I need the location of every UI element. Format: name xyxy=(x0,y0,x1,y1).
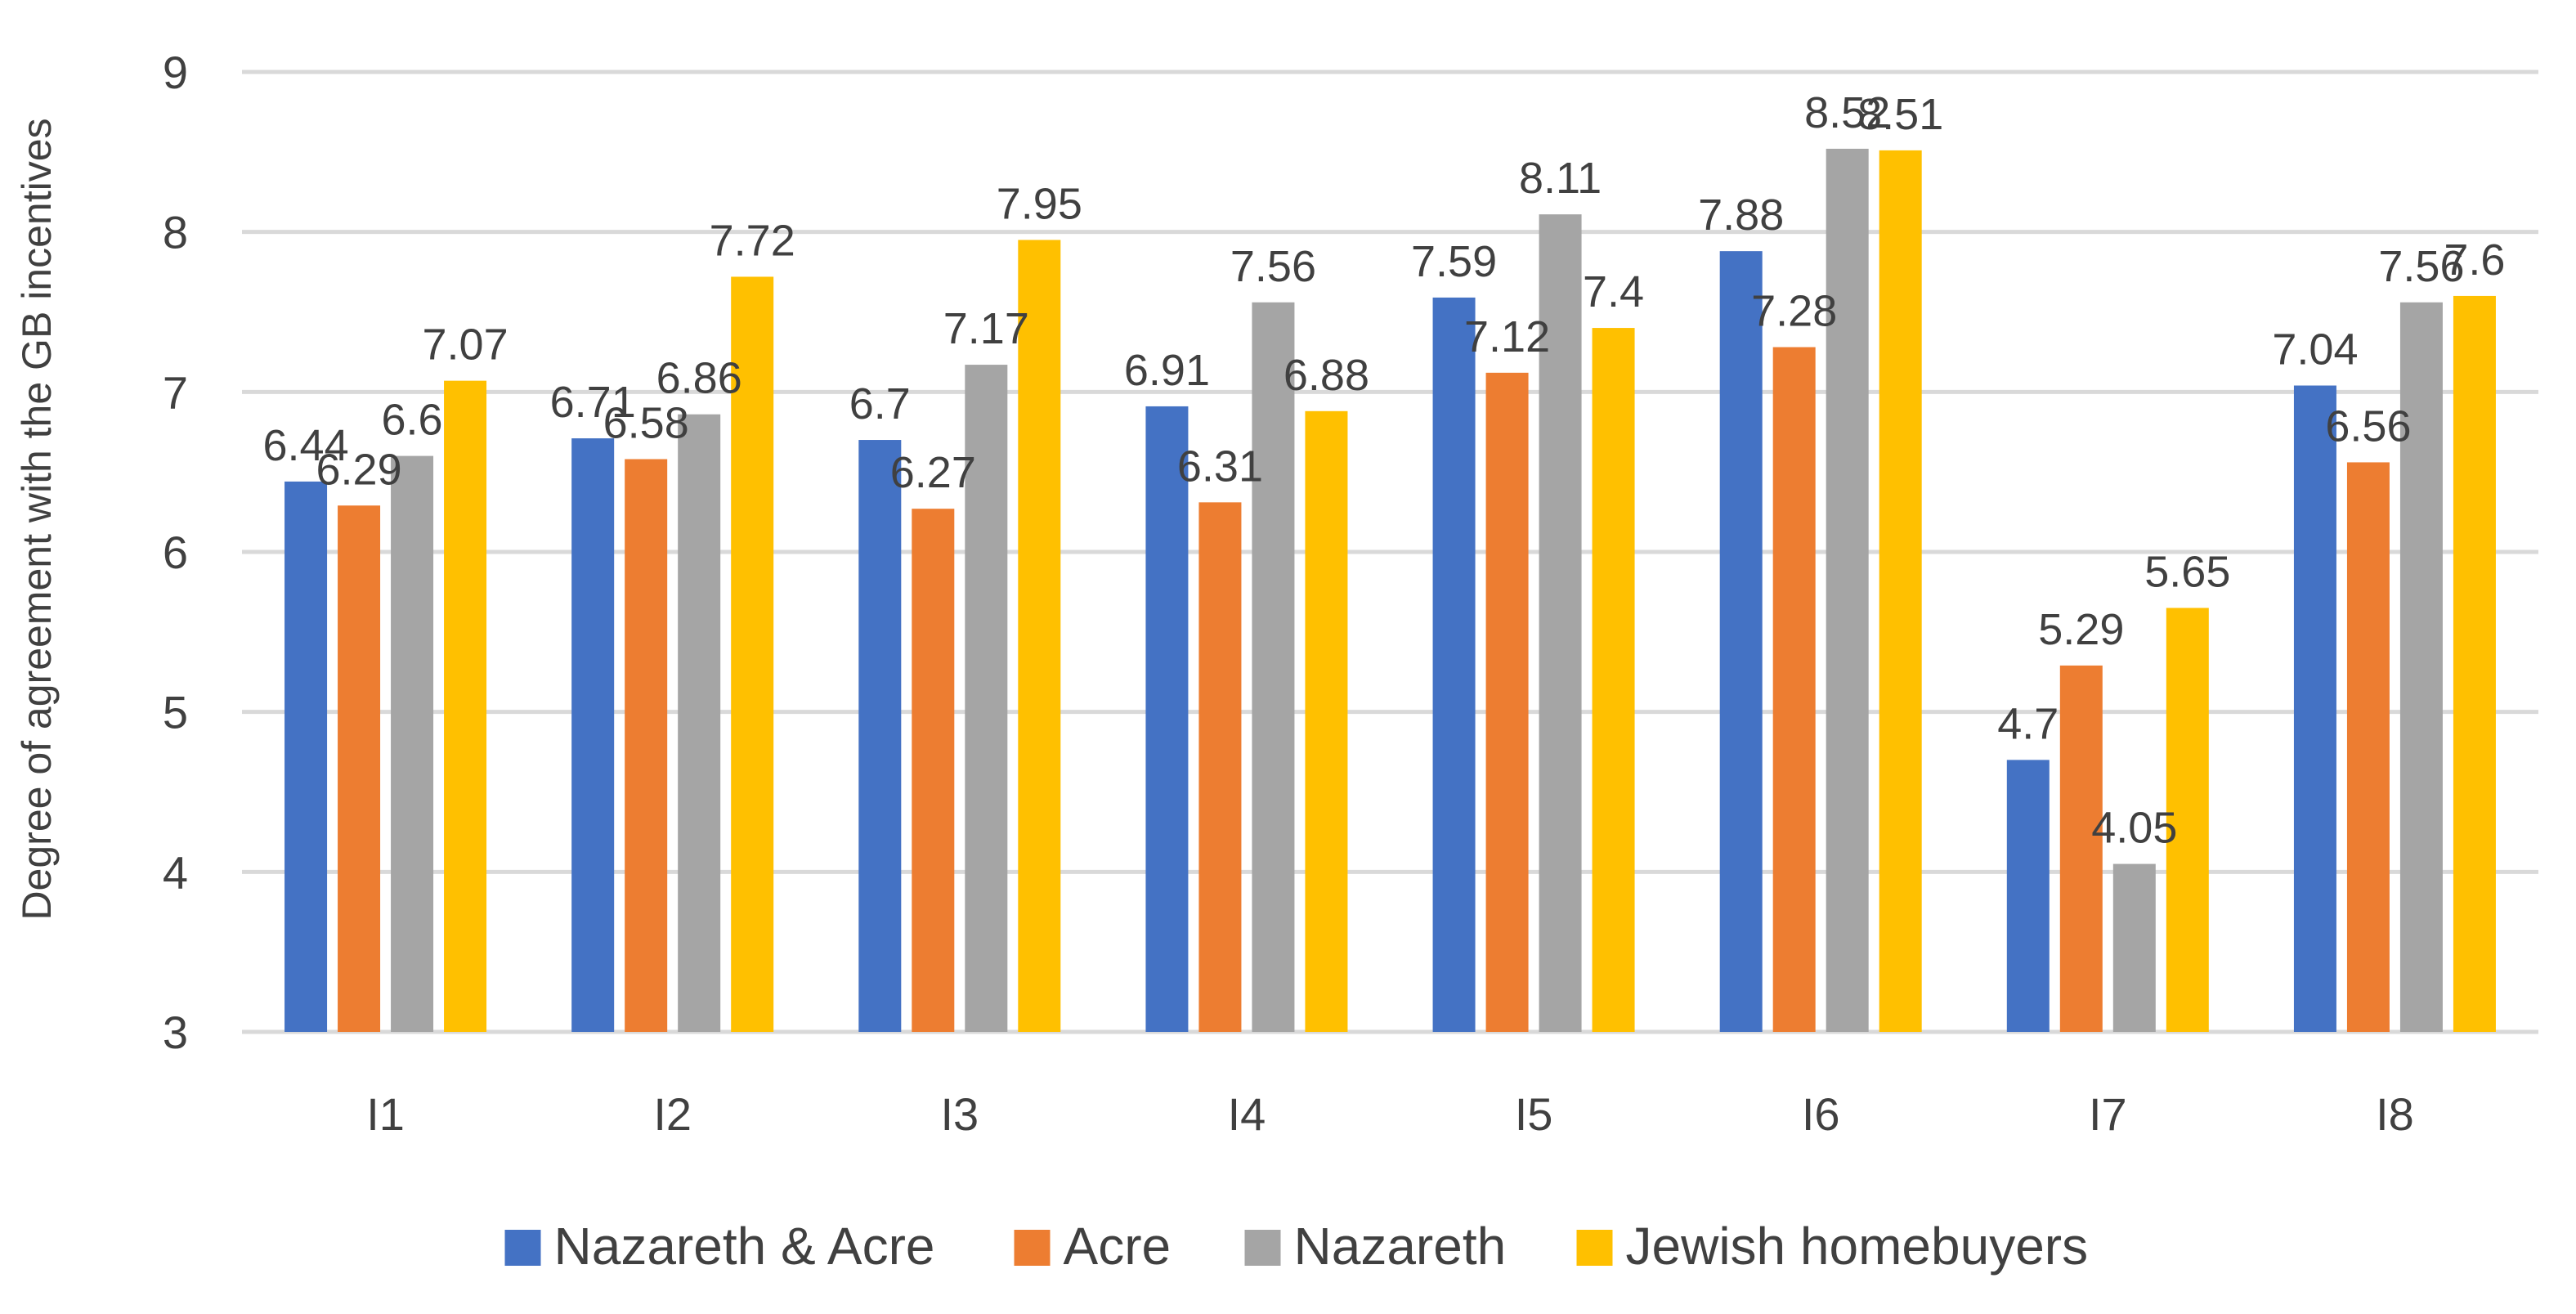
data-label: 6.58 xyxy=(603,399,689,448)
data-label: 7.04 xyxy=(2272,325,2358,374)
y-tick-label: 9 xyxy=(163,47,188,98)
data-label: 7.59 xyxy=(1411,237,1497,286)
data-label: 7.07 xyxy=(423,321,508,370)
bar xyxy=(2293,385,2336,1032)
bar xyxy=(2453,295,2496,1032)
bar xyxy=(1252,302,1295,1032)
data-label: 6.71 xyxy=(550,378,636,427)
bar xyxy=(2399,302,2443,1032)
data-label: 8.11 xyxy=(1519,154,1602,203)
data-label: 4.7 xyxy=(1997,699,2059,748)
bar xyxy=(2112,863,2156,1032)
y-axis-label: Degree of agreement with the GB incentiv… xyxy=(14,118,60,920)
bar xyxy=(1826,148,1869,1032)
bar xyxy=(1145,406,1189,1032)
data-label: 7.95 xyxy=(997,179,1082,228)
x-tick-label: I2 xyxy=(653,1088,692,1140)
legend-swatch xyxy=(1244,1230,1281,1266)
bar xyxy=(2346,462,2390,1032)
y-tick-label: 5 xyxy=(163,687,188,738)
data-label: 7.88 xyxy=(1698,191,1784,240)
bar xyxy=(1018,240,1061,1032)
legend-swatch xyxy=(504,1230,541,1266)
data-label: 6.91 xyxy=(1124,346,1210,395)
bar xyxy=(1772,347,1816,1033)
data-label: 6.27 xyxy=(890,448,976,497)
data-label: 6.7 xyxy=(849,379,911,428)
data-label: 8.51 xyxy=(1857,90,1943,139)
bar xyxy=(338,505,381,1032)
legend-label: Nazareth xyxy=(1294,1217,1507,1276)
data-label: 7.12 xyxy=(1464,312,1550,361)
data-label: 7.6 xyxy=(2444,235,2505,285)
legend-label: Nazareth & Acre xyxy=(554,1217,935,1276)
x-tick-label: I5 xyxy=(1515,1088,1553,1140)
data-label: 7.17 xyxy=(943,304,1029,353)
bar xyxy=(2006,760,2050,1032)
legend-label: Jewish homebuyers xyxy=(1626,1217,2089,1276)
y-tick-label: 8 xyxy=(163,207,188,258)
x-tick-label: I8 xyxy=(2376,1088,2414,1140)
y-tick-label: 6 xyxy=(163,527,188,578)
data-label: 4.05 xyxy=(2091,804,2177,853)
bar xyxy=(1719,251,1763,1032)
axis-ticks: 3 4 5 6 7 8 9 I1 I2 I3 I4 I5 I6 I7 I8 xyxy=(163,47,2414,1140)
data-label: 7.56 xyxy=(1230,242,1316,291)
bars xyxy=(284,148,2496,1033)
bar xyxy=(965,365,1008,1032)
bar xyxy=(731,276,774,1032)
data-label: 6.88 xyxy=(1284,351,1369,400)
legend-swatch xyxy=(1576,1230,1613,1266)
x-tick-label: I7 xyxy=(2089,1088,2127,1140)
data-label: 7.28 xyxy=(1751,287,1837,336)
data-label: 6.44 xyxy=(263,421,349,470)
x-tick-label: I6 xyxy=(1802,1088,1840,1140)
data-label: 6.56 xyxy=(2325,401,2411,451)
bar xyxy=(1305,410,1348,1032)
bar xyxy=(2059,665,2103,1032)
x-tick-label: I4 xyxy=(1228,1088,1266,1140)
x-tick-label: I3 xyxy=(940,1088,979,1140)
bar xyxy=(1592,328,1635,1033)
bar xyxy=(678,414,721,1032)
bar xyxy=(284,481,328,1032)
data-label: 7.56 xyxy=(2378,242,2464,291)
data-label: 8.52 xyxy=(1804,88,1890,137)
gridlines xyxy=(242,70,2538,1034)
data-labels: 6.446.71 6.76.917.597.884.77.046.296.586.… xyxy=(263,88,2506,853)
data-label: 7.72 xyxy=(710,216,795,265)
bar xyxy=(912,509,955,1032)
data-label: 6.31 xyxy=(1177,442,1263,491)
y-tick-label: 3 xyxy=(163,1007,188,1058)
bar xyxy=(1539,214,1582,1033)
bar xyxy=(444,380,487,1032)
bar xyxy=(2166,608,2209,1032)
bar xyxy=(1485,372,1529,1032)
bar xyxy=(391,455,434,1032)
legend-swatch xyxy=(1014,1230,1051,1266)
data-label: 6.6 xyxy=(382,396,443,445)
bar xyxy=(1432,297,1476,1032)
data-label: 5.29 xyxy=(2038,605,2124,654)
y-tick-label: 4 xyxy=(163,846,188,898)
legend: Nazareth & Acre Acre Nazareth Jewish homebu… xyxy=(504,1217,2089,1276)
bar xyxy=(625,459,668,1032)
bar xyxy=(858,440,902,1032)
bar xyxy=(1879,150,1922,1032)
data-label: 6.29 xyxy=(316,445,402,494)
data-label: 5.65 xyxy=(2144,547,2230,596)
data-label: 7.4 xyxy=(1583,267,1644,316)
data-label: 6.86 xyxy=(656,354,742,403)
x-tick-label: I1 xyxy=(366,1088,405,1140)
bar xyxy=(1198,502,1242,1032)
y-tick-label: 7 xyxy=(163,366,188,418)
bar xyxy=(571,438,615,1032)
legend-label: Acre xyxy=(1064,1217,1172,1276)
